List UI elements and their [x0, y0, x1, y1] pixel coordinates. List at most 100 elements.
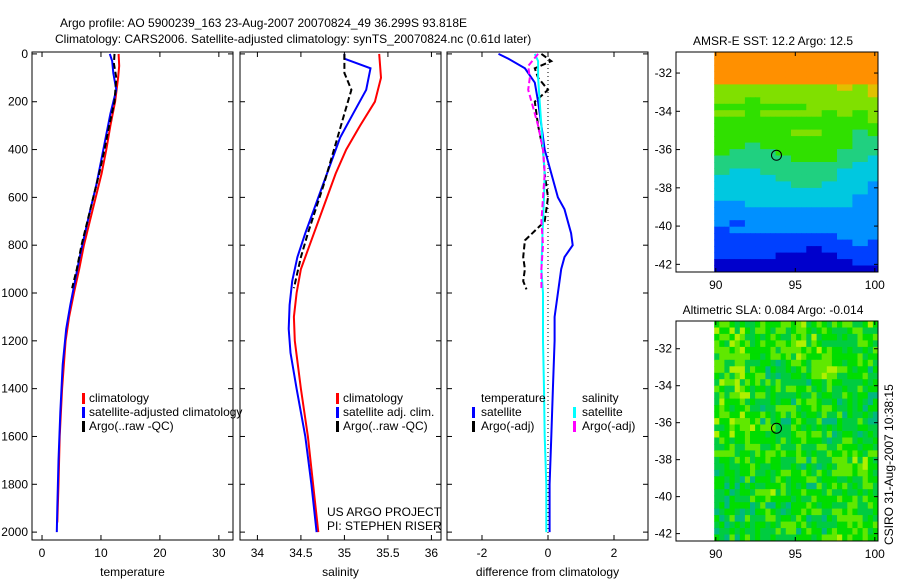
map-pixel — [760, 259, 766, 267]
map-pixel — [796, 84, 802, 92]
map-pixel — [816, 265, 823, 273]
map-pixel — [750, 187, 756, 195]
y-tick-label: -38 — [655, 453, 673, 467]
map-pixel — [806, 213, 812, 221]
map-pixel — [796, 502, 802, 510]
map-pixel — [801, 71, 807, 79]
map-pixel — [775, 456, 782, 464]
map-pixel — [867, 233, 874, 241]
map-pixel — [842, 398, 848, 406]
map-pixel — [801, 379, 807, 387]
legend-label: satellite — [481, 405, 522, 419]
map-pixel — [826, 259, 833, 267]
legend-swatch — [336, 407, 339, 418]
map-pixel — [760, 142, 766, 150]
map-pixel — [775, 379, 782, 387]
map-pixel — [744, 515, 751, 523]
map-pixel — [821, 207, 828, 215]
map-pixel — [724, 385, 730, 393]
map-pixel — [791, 534, 797, 542]
map-pixel — [775, 359, 782, 367]
map-pixel — [867, 181, 874, 189]
map-pixel — [842, 379, 848, 387]
map-pixel — [750, 123, 756, 131]
map-pixel — [862, 52, 869, 59]
map-pixel — [847, 424, 853, 432]
map-pixel — [857, 366, 864, 374]
map-pixel — [811, 327, 817, 335]
map-pixel — [801, 239, 807, 247]
map-pixel — [719, 155, 725, 163]
map-pixel — [770, 71, 777, 79]
map-pixel — [744, 58, 751, 66]
map-pixel — [837, 252, 843, 260]
map-pixel — [801, 136, 807, 144]
map-pixel — [842, 129, 848, 137]
map-title: Altimetric SLA: 0.084 Argo: -0.014 — [683, 303, 864, 317]
map-pixel — [826, 90, 833, 98]
map-pixel — [811, 431, 817, 438]
y-tick-label: 200 — [8, 95, 28, 109]
map-pixel — [796, 259, 802, 267]
map-pixel — [770, 424, 777, 432]
map-pixel — [744, 213, 751, 221]
map-pixel — [744, 476, 751, 484]
map-pixel — [770, 77, 777, 85]
map-pixel — [837, 495, 843, 503]
map-pixel — [750, 110, 756, 118]
map-pixel — [734, 521, 741, 529]
map-pixel — [816, 233, 823, 241]
map-pixel — [857, 90, 864, 98]
map-pixel — [785, 482, 792, 490]
map-pixel — [734, 508, 741, 516]
map-pixel — [760, 489, 766, 497]
map-pixel — [862, 489, 869, 497]
map-pixel — [739, 116, 746, 124]
map-pixel — [729, 58, 736, 66]
map-pixel — [816, 58, 823, 66]
map-pixel — [842, 418, 848, 426]
map-pixel — [821, 181, 828, 189]
map-pixel — [821, 346, 828, 354]
map-pixel — [785, 97, 792, 105]
map-pixel — [816, 327, 823, 335]
map-pixel — [775, 142, 782, 150]
map-pixel — [872, 489, 879, 497]
map-pixel — [750, 353, 756, 361]
map-pixel — [734, 207, 741, 215]
map-pixel — [867, 136, 874, 144]
map-pixel — [734, 437, 741, 445]
map-pixel — [821, 129, 828, 137]
map-pixel — [760, 340, 766, 348]
map-pixel — [739, 200, 746, 208]
map-pixel — [734, 246, 741, 254]
map-pixel — [867, 443, 874, 451]
map-pixel — [821, 187, 828, 195]
map-pixel — [816, 110, 823, 118]
map-pixel — [862, 181, 869, 189]
map-pixel — [831, 84, 838, 92]
map-pixel — [801, 174, 807, 182]
map-pixel — [760, 398, 766, 406]
map-pixel — [816, 515, 823, 523]
map-pixel — [826, 353, 833, 361]
map-pixel — [867, 259, 874, 267]
series-line-temperature-satellite — [498, 53, 574, 533]
map-pixel — [780, 392, 787, 400]
map-pixel — [729, 353, 736, 361]
map-pixel — [760, 246, 766, 254]
map-pixel — [872, 443, 879, 451]
map-pixel — [847, 155, 853, 163]
map-pixel — [821, 443, 828, 451]
map-pixel — [801, 97, 807, 105]
map-pixel — [719, 226, 725, 234]
map-pixel — [867, 123, 874, 131]
map-pixel — [801, 495, 807, 503]
map-pixel — [842, 476, 848, 484]
map-pixel — [739, 333, 746, 341]
map-pixel — [719, 476, 725, 484]
map-pixel — [862, 136, 869, 144]
map-pixel — [744, 456, 751, 464]
map-pixel — [791, 431, 797, 438]
map-pixel — [872, 136, 879, 144]
